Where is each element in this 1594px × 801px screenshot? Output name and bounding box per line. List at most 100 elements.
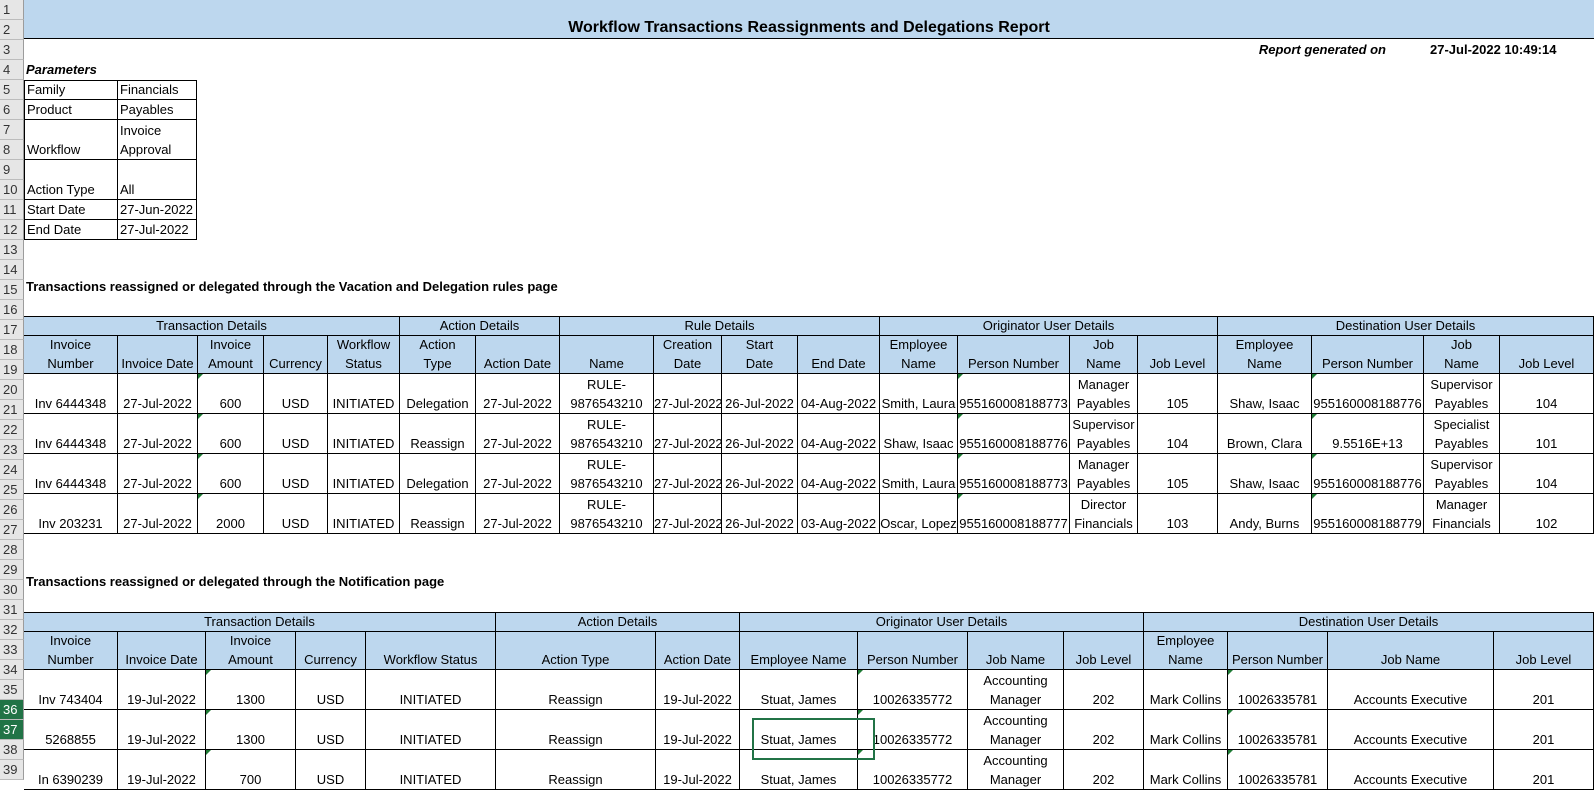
t1-cell[interactable]: 27-Jul-2022	[118, 414, 198, 454]
t2-cell[interactable]: Reassign	[496, 670, 656, 710]
t1-cell[interactable]: Manager Payables	[1070, 374, 1138, 414]
row-header-22[interactable]: 22	[0, 420, 24, 440]
t2-cell[interactable]: 19-Jul-2022	[118, 750, 206, 790]
t1-cell[interactable]: Inv 6444348	[24, 414, 118, 454]
row-header-32[interactable]: 32	[0, 620, 24, 640]
t1-cell[interactable]: 04-Aug-2022	[798, 454, 880, 494]
t2-cell[interactable]: Accounting Manager	[968, 750, 1064, 790]
t1-cell[interactable]: 27-Jul-2022	[654, 494, 722, 534]
t1-cell[interactable]: Supervisor Payables	[1424, 454, 1500, 494]
row-header-21[interactable]: 21	[0, 400, 24, 420]
t1-cell[interactable]: 27-Jul-2022	[118, 374, 198, 414]
t2-cell[interactable]: 201	[1494, 750, 1594, 790]
t1-cell[interactable]: Oscar, Lopez	[880, 494, 958, 534]
t1-cell[interactable]: Inv 203231	[24, 494, 118, 534]
t1-cell[interactable]: 955160008188773	[958, 454, 1070, 494]
row-header-8[interactable]: 8	[0, 140, 24, 160]
t2-cell[interactable]: 202	[1064, 670, 1144, 710]
t1-cell[interactable]: 2000	[198, 494, 264, 534]
t1-cell[interactable]: Supervisor Payables	[1424, 374, 1500, 414]
t1-cell[interactable]: 27-Jul-2022	[476, 494, 560, 534]
t1-cell[interactable]: Shaw, Isaac	[880, 414, 958, 454]
t1-cell[interactable]: Andy, Burns	[1218, 494, 1312, 534]
t1-cell[interactable]: Manager Financials	[1424, 494, 1500, 534]
t1-cell[interactable]: Shaw, Isaac	[1218, 454, 1312, 494]
row-header-9[interactable]: 9	[0, 160, 24, 180]
t1-cell[interactable]: RULE- 9876543210	[560, 454, 654, 494]
t1-cell[interactable]: 27-Jul-2022	[654, 414, 722, 454]
t2-cell[interactable]: 19-Jul-2022	[118, 670, 206, 710]
t2-cell[interactable]: 10026335781	[1228, 750, 1328, 790]
t1-cell[interactable]: 26-Jul-2022	[722, 494, 798, 534]
t1-cell[interactable]: 955160008188773	[958, 374, 1070, 414]
t1-cell[interactable]: USD	[264, 454, 328, 494]
t1-cell[interactable]: 26-Jul-2022	[722, 374, 798, 414]
row-header-19[interactable]: 19	[0, 360, 24, 380]
t1-cell[interactable]: 105	[1138, 374, 1218, 414]
row-header-34[interactable]: 34	[0, 660, 24, 680]
t2-cell[interactable]: 10026335781	[1228, 710, 1328, 750]
t1-cell[interactable]: INITIATED	[328, 454, 400, 494]
t2-cell[interactable]: 10026335772	[858, 750, 968, 790]
t1-cell[interactable]: 955160008188776	[1312, 454, 1424, 494]
t2-cell[interactable]: Accounting Manager	[968, 710, 1064, 750]
t1-cell[interactable]: 600	[198, 454, 264, 494]
t1-cell[interactable]: 27-Jul-2022	[476, 454, 560, 494]
row-header-2[interactable]: 2	[0, 20, 24, 40]
t1-cell[interactable]: 600	[198, 414, 264, 454]
row-header-39[interactable]: 39	[0, 760, 24, 780]
t1-cell[interactable]: RULE- 9876543210	[560, 414, 654, 454]
t2-cell[interactable]: Reassign	[496, 750, 656, 790]
t2-cell[interactable]: Stuat, James	[740, 710, 858, 750]
t1-cell[interactable]: Manager Payables	[1070, 454, 1138, 494]
row-header-26[interactable]: 26	[0, 500, 24, 520]
row-header-37[interactable]: 37	[0, 720, 24, 740]
t2-cell[interactable]: 201	[1494, 670, 1594, 710]
t1-cell[interactable]: 102	[1500, 494, 1594, 534]
t2-cell[interactable]: INITIATED	[366, 670, 496, 710]
t1-cell[interactable]: INITIATED	[328, 494, 400, 534]
t2-cell[interactable]: 10026335772	[858, 710, 968, 750]
row-header-30[interactable]: 30	[0, 580, 24, 600]
t1-cell[interactable]: 04-Aug-2022	[798, 414, 880, 454]
t1-cell[interactable]: Inv 6444348	[24, 454, 118, 494]
t1-cell[interactable]: INITIATED	[328, 414, 400, 454]
t2-cell[interactable]: INITIATED	[366, 750, 496, 790]
t2-cell[interactable]: 10026335772	[858, 670, 968, 710]
row-header-33[interactable]: 33	[0, 640, 24, 660]
t2-cell[interactable]: Mark Collins	[1144, 750, 1228, 790]
t1-cell[interactable]: 26-Jul-2022	[722, 414, 798, 454]
t1-cell[interactable]: Specialist Payables	[1424, 414, 1500, 454]
t1-cell[interactable]: 27-Jul-2022	[654, 374, 722, 414]
row-header-36[interactable]: 36	[0, 700, 24, 720]
t1-cell[interactable]: Delegation	[400, 374, 476, 414]
t1-cell[interactable]: 27-Jul-2022	[118, 454, 198, 494]
row-header-1[interactable]: 1	[0, 0, 24, 20]
t1-cell[interactable]: USD	[264, 374, 328, 414]
row-header-7[interactable]: 7	[0, 120, 24, 140]
t2-cell[interactable]: 19-Jul-2022	[656, 710, 740, 750]
t1-cell[interactable]: 27-Jul-2022	[654, 454, 722, 494]
selected-cell[interactable]	[752, 718, 875, 760]
row-header-15[interactable]: 15	[0, 280, 24, 300]
t1-cell[interactable]: Shaw, Isaac	[1218, 374, 1312, 414]
t2-cell[interactable]: 19-Jul-2022	[118, 710, 206, 750]
t1-cell[interactable]: 9.5516E+13	[1312, 414, 1424, 454]
t1-cell[interactable]: 03-Aug-2022	[798, 494, 880, 534]
t2-cell[interactable]: In 6390239	[24, 750, 118, 790]
t2-cell[interactable]: Reassign	[496, 710, 656, 750]
t1-cell[interactable]: Smith, Laura	[880, 454, 958, 494]
t1-cell[interactable]: USD	[264, 494, 328, 534]
row-header-20[interactable]: 20	[0, 380, 24, 400]
t2-cell[interactable]: Accounts Executive	[1328, 670, 1494, 710]
t1-cell[interactable]: Supervisor Payables	[1070, 414, 1138, 454]
row-header-29[interactable]: 29	[0, 560, 24, 580]
row-header-5[interactable]: 5	[0, 80, 24, 100]
t2-cell[interactable]: Accounts Executive	[1328, 750, 1494, 790]
t2-cell[interactable]: 201	[1494, 710, 1594, 750]
t2-cell[interactable]: USD	[296, 710, 366, 750]
row-header-17[interactable]: 17	[0, 320, 24, 340]
row-header-10[interactable]: 10	[0, 180, 24, 200]
t2-cell[interactable]: 10026335781	[1228, 670, 1328, 710]
t1-cell[interactable]: Inv 6444348	[24, 374, 118, 414]
